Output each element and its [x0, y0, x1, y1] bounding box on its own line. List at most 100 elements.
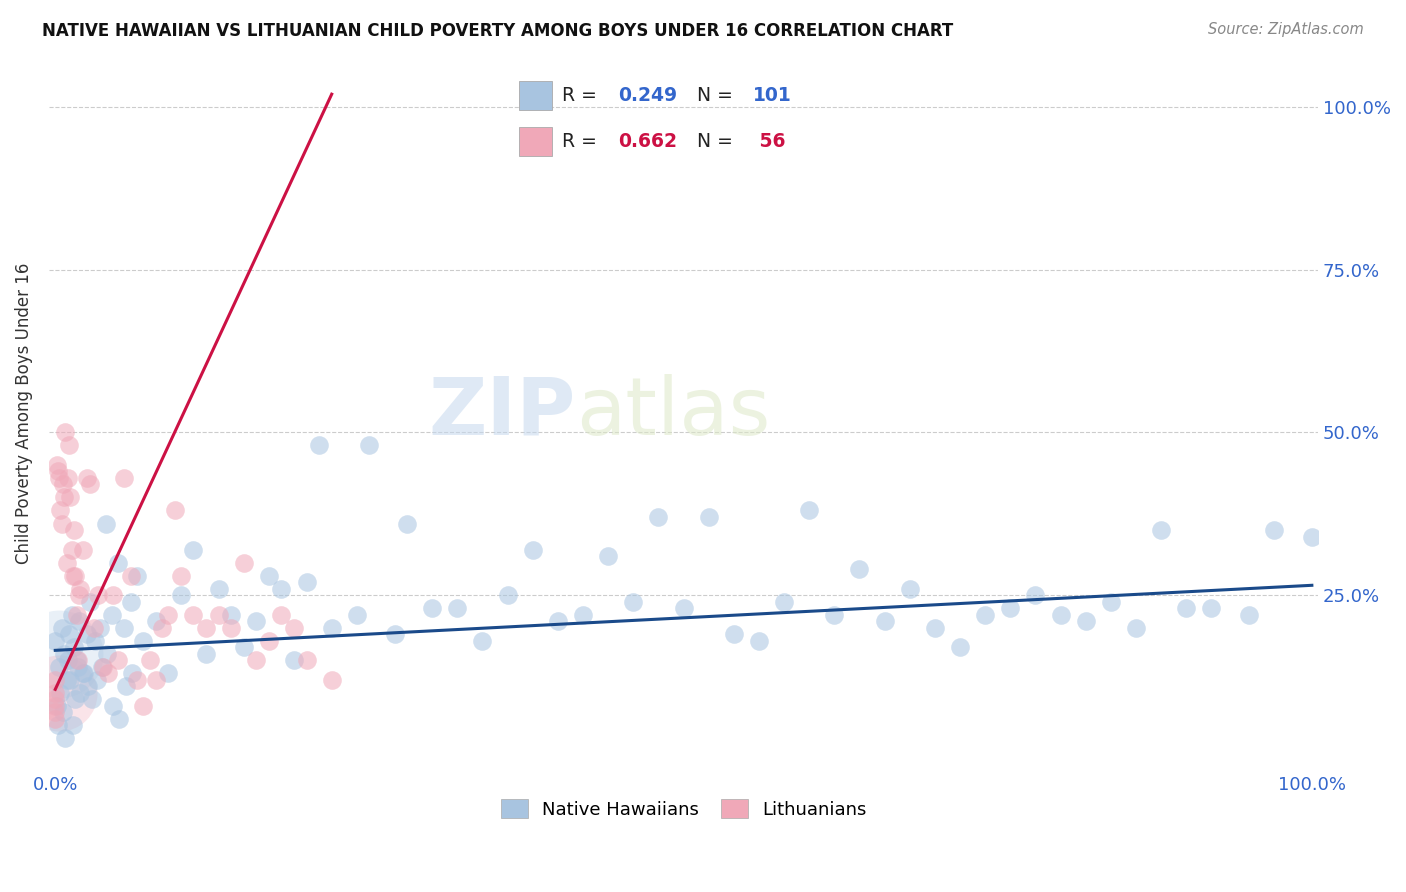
Point: [48, 659, 70, 673]
Point: [48, 471, 70, 485]
Point: [723, 627, 745, 641]
Point: [598, 549, 620, 563]
Point: [94, 516, 117, 531]
Point: [157, 607, 180, 622]
Point: [65, 692, 87, 706]
Point: [207, 607, 229, 622]
Point: [1175, 601, 1198, 615]
Point: [207, 582, 229, 596]
Point: [898, 582, 921, 596]
Point: [44, 685, 66, 699]
Point: [270, 582, 292, 596]
Point: [58, 438, 80, 452]
Point: [91, 659, 114, 673]
Point: [245, 653, 267, 667]
Point: [647, 510, 669, 524]
Point: [572, 607, 595, 622]
Point: [56, 471, 79, 485]
Point: [471, 633, 494, 648]
Point: [53, 647, 76, 661]
Point: [62, 718, 84, 732]
Point: [89, 621, 111, 635]
Point: [446, 601, 468, 615]
Point: [157, 666, 180, 681]
Point: [219, 607, 242, 622]
Text: ZIP: ZIP: [429, 374, 575, 452]
Point: [114, 679, 136, 693]
Point: [1074, 614, 1097, 628]
Point: [44, 705, 66, 719]
Point: [132, 633, 155, 648]
Point: [974, 607, 997, 622]
Point: [150, 621, 173, 635]
Point: [125, 673, 148, 687]
Point: [321, 673, 343, 687]
Point: [59, 491, 82, 505]
Point: [51, 516, 73, 531]
Point: [51, 621, 73, 635]
Point: [183, 542, 205, 557]
Point: [195, 647, 218, 661]
Point: [107, 653, 129, 667]
Point: [55, 556, 77, 570]
Point: [62, 568, 84, 582]
Point: [848, 562, 870, 576]
Point: [86, 673, 108, 687]
Point: [44, 692, 66, 706]
Point: [72, 666, 94, 681]
Point: [67, 614, 90, 628]
Point: [1049, 607, 1071, 622]
Point: [283, 621, 305, 635]
Point: [97, 666, 120, 681]
Point: [1000, 601, 1022, 615]
Point: [66, 653, 89, 667]
Point: [924, 621, 946, 635]
Point: [67, 588, 90, 602]
Point: [420, 601, 443, 615]
Point: [1099, 594, 1122, 608]
Point: [232, 640, 254, 654]
Point: [65, 607, 87, 622]
Point: [138, 653, 160, 667]
Point: [1024, 588, 1046, 602]
Legend: Native Hawaiians, Lithuanians: Native Hawaiians, Lithuanians: [494, 792, 873, 826]
Point: [83, 621, 105, 635]
Point: [79, 594, 101, 608]
Point: [66, 659, 89, 673]
Point: [65, 568, 87, 582]
Point: [773, 594, 796, 608]
Point: [295, 653, 318, 667]
Point: [245, 614, 267, 628]
Point: [170, 568, 193, 582]
Point: [87, 588, 110, 602]
Point: [73, 666, 96, 681]
Text: Source: ZipAtlas.com: Source: ZipAtlas.com: [1208, 22, 1364, 37]
Point: [101, 698, 124, 713]
Point: [77, 679, 100, 693]
Point: [44, 712, 66, 726]
Point: [308, 438, 330, 452]
Text: atlas: atlas: [575, 374, 770, 452]
Point: [48, 647, 70, 661]
Point: [101, 607, 124, 622]
Point: [120, 568, 142, 582]
Point: [547, 614, 569, 628]
Point: [45, 698, 67, 713]
Point: [52, 705, 75, 719]
Point: [96, 647, 118, 661]
Point: [76, 627, 98, 641]
Point: [396, 516, 419, 531]
Point: [257, 633, 280, 648]
Point: [112, 621, 135, 635]
Point: [52, 477, 75, 491]
Point: [295, 575, 318, 590]
Point: [49, 685, 72, 699]
Point: [232, 556, 254, 570]
Point: [145, 614, 167, 628]
Point: [125, 568, 148, 582]
Point: [120, 594, 142, 608]
Point: [60, 542, 83, 557]
Point: [108, 712, 131, 726]
Point: [80, 692, 103, 706]
Point: [46, 465, 69, 479]
